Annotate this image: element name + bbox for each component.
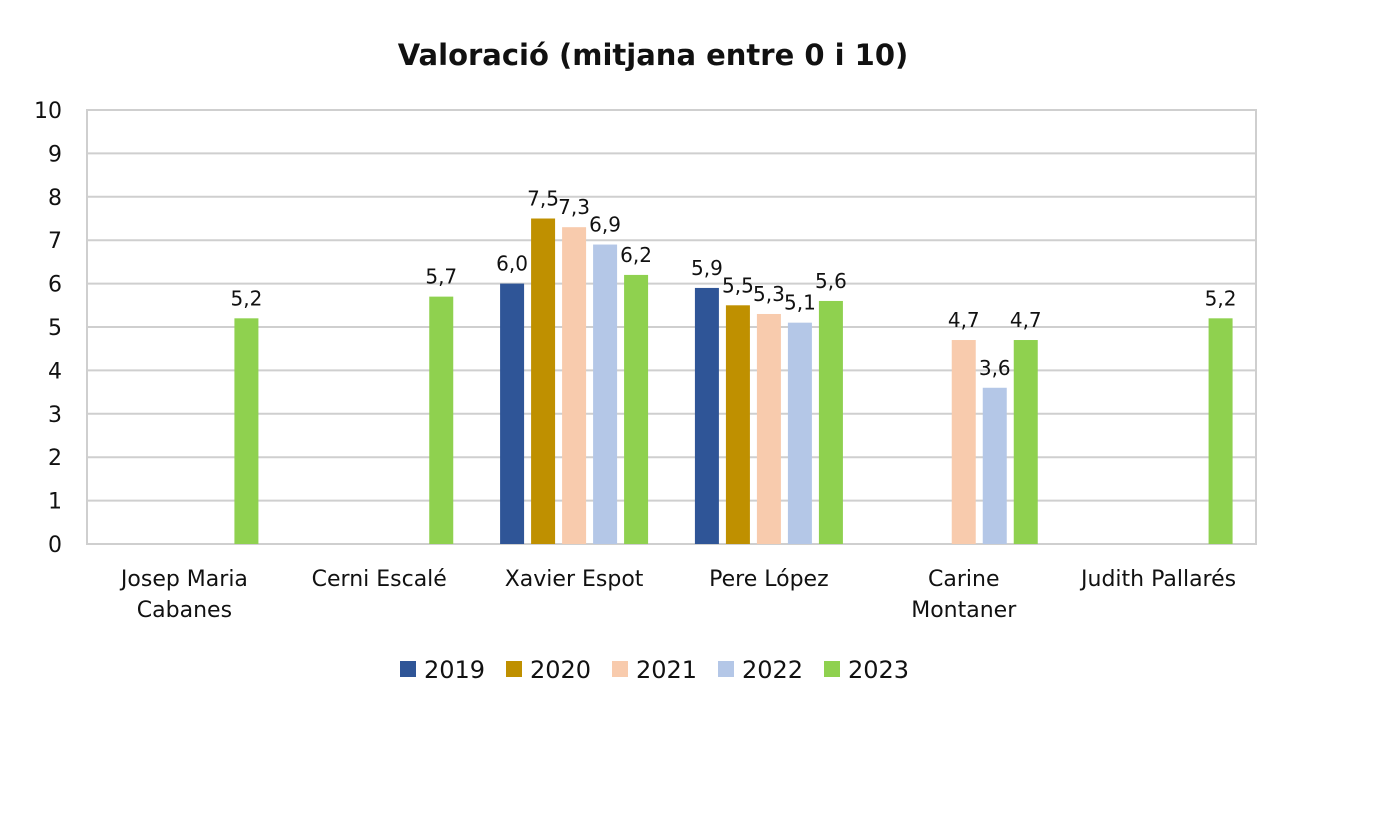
bar-2023-3 — [818, 300, 843, 544]
legend: 2019 2020 2021 2022 2023 — [400, 656, 909, 684]
bar-2023-1 — [429, 296, 454, 544]
category-label: Judith Pallarés — [1079, 567, 1236, 592]
legend-label-2023: 2023 — [848, 656, 909, 684]
chart-title: Valoració (mitjana entre 0 i 10) — [398, 38, 909, 72]
bar-2023-5 — [1208, 318, 1233, 544]
plot-area-frame — [86, 109, 1257, 545]
legend-label-2021: 2021 — [636, 656, 697, 684]
bar-2023-4 — [1013, 340, 1038, 544]
y-tick-label: 9 — [48, 142, 62, 167]
gridlines — [86, 109, 1257, 545]
bar-2021-4 — [951, 340, 976, 544]
bars — [234, 218, 1233, 545]
bar-2022-3 — [787, 322, 812, 544]
legend-swatch-2019 — [400, 661, 416, 677]
data-label-2023-0: 5,2 — [231, 286, 263, 310]
y-tick-label: 1 — [48, 490, 62, 515]
bar-2023-0 — [234, 318, 259, 544]
category-label: Carine Montaner — [911, 567, 1017, 623]
y-tick-label: 7 — [48, 229, 62, 254]
data-label-2023-1: 5,7 — [425, 265, 457, 289]
category-label: Josep Maria Cabanes — [119, 567, 248, 623]
y-tick-label: 6 — [48, 273, 62, 298]
y-axis-ticks: 0 1 2 3 4 5 6 7 8 9 10 — [34, 99, 62, 558]
data-label-2019-3: 5,9 — [691, 256, 723, 280]
y-tick-label: 2 — [48, 446, 62, 471]
data-label-2020-2: 7,5 — [527, 187, 559, 211]
bar-2021-2 — [562, 227, 587, 544]
bar-2020-3 — [725, 305, 750, 544]
y-tick-label: 10 — [34, 99, 62, 124]
data-label-2021-4: 4,7 — [948, 308, 980, 332]
category-label: Pere López — [709, 567, 829, 592]
bar-2023-2 — [624, 274, 649, 544]
category-label: Xavier Espot — [505, 567, 644, 592]
data-label-2023-5: 5,2 — [1205, 286, 1237, 310]
y-tick-label: 4 — [48, 359, 62, 384]
legend-label-2020: 2020 — [530, 656, 591, 684]
bar-2022-4 — [982, 387, 1007, 544]
legend-swatch-2023 — [824, 661, 840, 677]
data-label-2023-3: 5,6 — [815, 269, 847, 293]
y-tick-label: 0 — [48, 533, 62, 558]
data-label-2022-4: 3,6 — [979, 356, 1011, 380]
data-label-2021-2: 7,3 — [558, 195, 590, 219]
data-label-2019-2: 6,0 — [496, 252, 528, 276]
legend-swatch-2022 — [718, 661, 734, 677]
bar-2019-3 — [694, 287, 719, 544]
y-tick-label: 5 — [48, 316, 62, 341]
legend-label-2022: 2022 — [742, 656, 803, 684]
legend-swatch-2021 — [612, 661, 628, 677]
bar-2019-2 — [500, 283, 525, 544]
category-label: Cerni Escalé — [312, 567, 447, 592]
data-label-2022-3: 5,1 — [784, 291, 816, 315]
data-label-2020-3: 5,5 — [722, 273, 754, 297]
y-tick-label: 8 — [48, 186, 62, 211]
data-label-2023-4: 4,7 — [1010, 308, 1042, 332]
legend-label-2019: 2019 — [424, 656, 485, 684]
data-label-2023-2: 6,2 — [620, 243, 652, 267]
y-tick-label: 3 — [48, 403, 62, 428]
bar-2022-2 — [593, 244, 618, 545]
data-label-2021-3: 5,3 — [753, 282, 785, 306]
data-labels: 5,2 5,7 6,0 7,5 7,36,9 6,2 5,95,5 5,3 5,15,6 4,7 3… — [231, 187, 1237, 380]
legend-swatch-2020 — [506, 661, 522, 677]
data-label-2022-2: 6,9 — [589, 213, 621, 237]
bar-2020-2 — [531, 218, 556, 544]
bar-2021-3 — [756, 313, 781, 544]
x-axis-categories: Josep Maria Cabanes Cerni Escalé Xavier Esp… — [119, 567, 1236, 623]
